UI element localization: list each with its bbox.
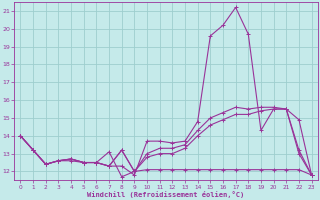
X-axis label: Windchill (Refroidissement éolien,°C): Windchill (Refroidissement éolien,°C) [87, 191, 245, 198]
